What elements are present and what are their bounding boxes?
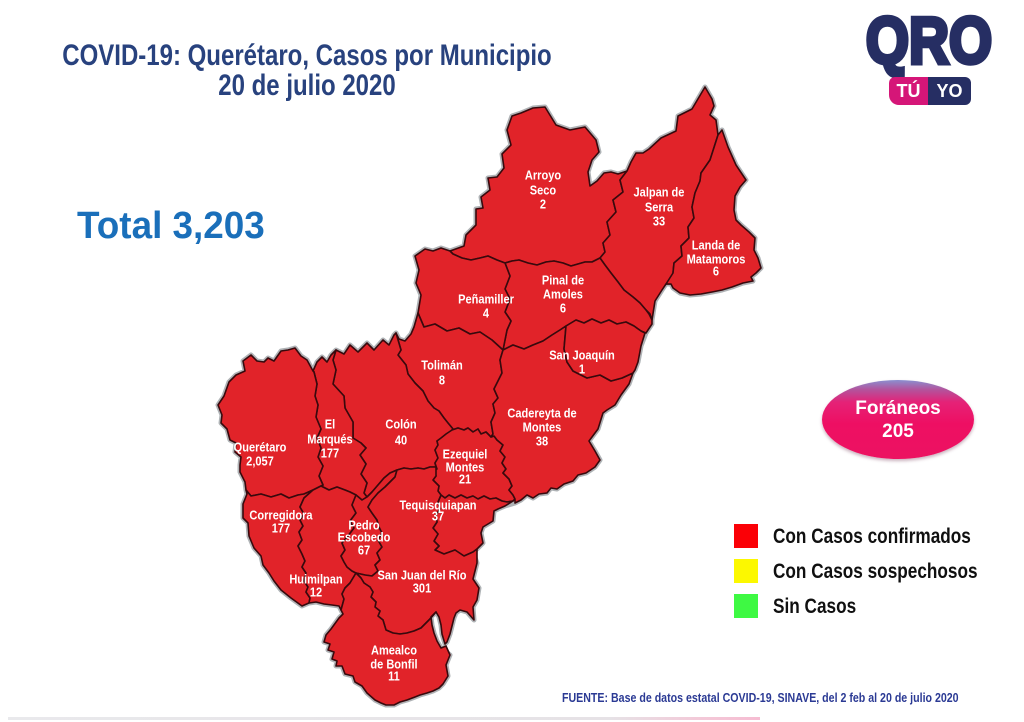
svg-text:1: 1 bbox=[579, 362, 585, 377]
svg-text:Tolimán: Tolimán bbox=[421, 358, 462, 373]
svg-text:Cadereyta de: Cadereyta de bbox=[507, 406, 577, 421]
svg-text:Jalpan de: Jalpan de bbox=[634, 185, 685, 200]
svg-text:Matamoros: Matamoros bbox=[687, 252, 746, 267]
svg-text:Escobedo: Escobedo bbox=[338, 530, 391, 545]
svg-text:8: 8 bbox=[439, 373, 445, 388]
svg-text:Huimilpan: Huimilpan bbox=[289, 572, 342, 587]
svg-text:67: 67 bbox=[358, 543, 371, 558]
svg-text:12: 12 bbox=[310, 585, 323, 600]
svg-text:Tequisquiapan: Tequisquiapan bbox=[399, 498, 476, 513]
svg-text:Peñamiller: Peñamiller bbox=[458, 292, 514, 307]
svg-text:Seco: Seco bbox=[530, 183, 556, 198]
svg-text:Landa de: Landa de bbox=[692, 238, 741, 253]
svg-text:Serra: Serra bbox=[645, 200, 673, 215]
svg-text:38: 38 bbox=[536, 434, 549, 449]
svg-text:40: 40 bbox=[395, 433, 408, 448]
svg-text:San Juan del Río: San Juan del Río bbox=[378, 568, 467, 583]
svg-text:301: 301 bbox=[413, 581, 432, 596]
svg-text:177: 177 bbox=[321, 446, 340, 461]
svg-text:2: 2 bbox=[540, 197, 546, 212]
svg-text:Pedro: Pedro bbox=[348, 518, 379, 533]
svg-text:El: El bbox=[325, 417, 335, 432]
svg-text:11: 11 bbox=[388, 669, 400, 684]
svg-text:37: 37 bbox=[432, 509, 445, 524]
svg-text:Colón: Colón bbox=[385, 417, 416, 432]
svg-text:Amealco: Amealco bbox=[371, 643, 417, 658]
svg-text:de Bonfil: de Bonfil bbox=[370, 657, 417, 672]
svg-text:Amoles: Amoles bbox=[543, 287, 583, 302]
svg-text:Montes: Montes bbox=[446, 460, 485, 475]
svg-text:4: 4 bbox=[483, 306, 489, 321]
svg-text:Montes: Montes bbox=[523, 420, 562, 435]
svg-text:Arroyo: Arroyo bbox=[525, 168, 561, 183]
svg-text:21: 21 bbox=[459, 472, 472, 487]
svg-text:2,057: 2,057 bbox=[246, 454, 274, 469]
svg-text:Corregidora: Corregidora bbox=[249, 508, 312, 523]
svg-text:6: 6 bbox=[713, 264, 719, 279]
svg-text:Querétaro: Querétaro bbox=[234, 440, 287, 455]
svg-text:Ezequiel: Ezequiel bbox=[443, 447, 488, 462]
svg-text:Pinal de: Pinal de bbox=[542, 273, 585, 288]
svg-text:San Joaquín: San Joaquín bbox=[549, 348, 615, 363]
svg-text:6: 6 bbox=[560, 301, 566, 316]
svg-text:177: 177 bbox=[272, 521, 291, 536]
svg-text:Marqués: Marqués bbox=[307, 432, 353, 447]
svg-text:33: 33 bbox=[653, 214, 666, 229]
